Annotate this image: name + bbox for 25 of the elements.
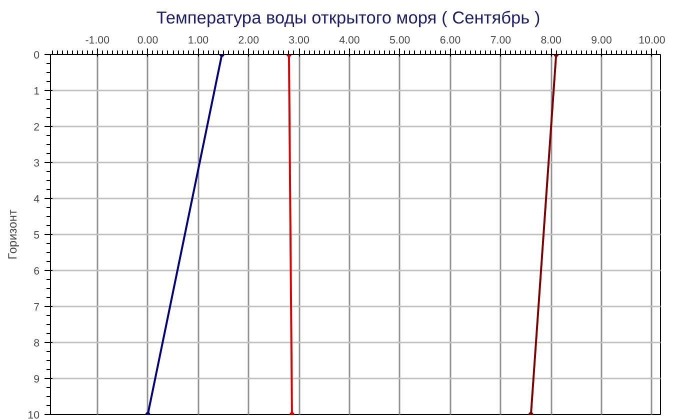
x-tick-label: 3.00 (288, 34, 310, 46)
y-tick-label: 4 (34, 194, 40, 206)
x-tick-label: 4.00 (339, 34, 360, 46)
x-tick-label: 2.00 (238, 34, 260, 46)
x-tick-label: 9.00 (591, 34, 612, 46)
x-tick-label: 5.00 (389, 34, 410, 46)
y-tick-label: 0 (34, 50, 40, 62)
y-tick-label: 10 (28, 410, 40, 419)
y-tick-label: 9 (34, 374, 40, 386)
x-tick-label: 6.00 (440, 34, 461, 46)
chart-title: Температура воды открытого моря ( Сентябрь ) (156, 8, 540, 28)
x-tick-label: -1.00 (85, 34, 110, 46)
x-tick-label: 10.00 (638, 34, 666, 46)
y-axis-title: Горизонт (6, 209, 20, 260)
x-tick-label: 7.00 (490, 34, 512, 46)
y-tick-label: 6 (34, 266, 40, 278)
y-tick-label: 5 (34, 230, 40, 242)
x-tick-label: 1.00 (188, 34, 209, 46)
y-tick-label: 3 (34, 158, 40, 170)
y-tick-label: 8 (34, 338, 40, 350)
y-tick-label: 7 (34, 302, 40, 314)
x-tick-label: 0.00 (137, 34, 158, 46)
y-tick-label: 2 (34, 122, 40, 134)
y-tick-label: 1 (34, 86, 40, 98)
x-tick-label: 8.00 (540, 34, 562, 46)
